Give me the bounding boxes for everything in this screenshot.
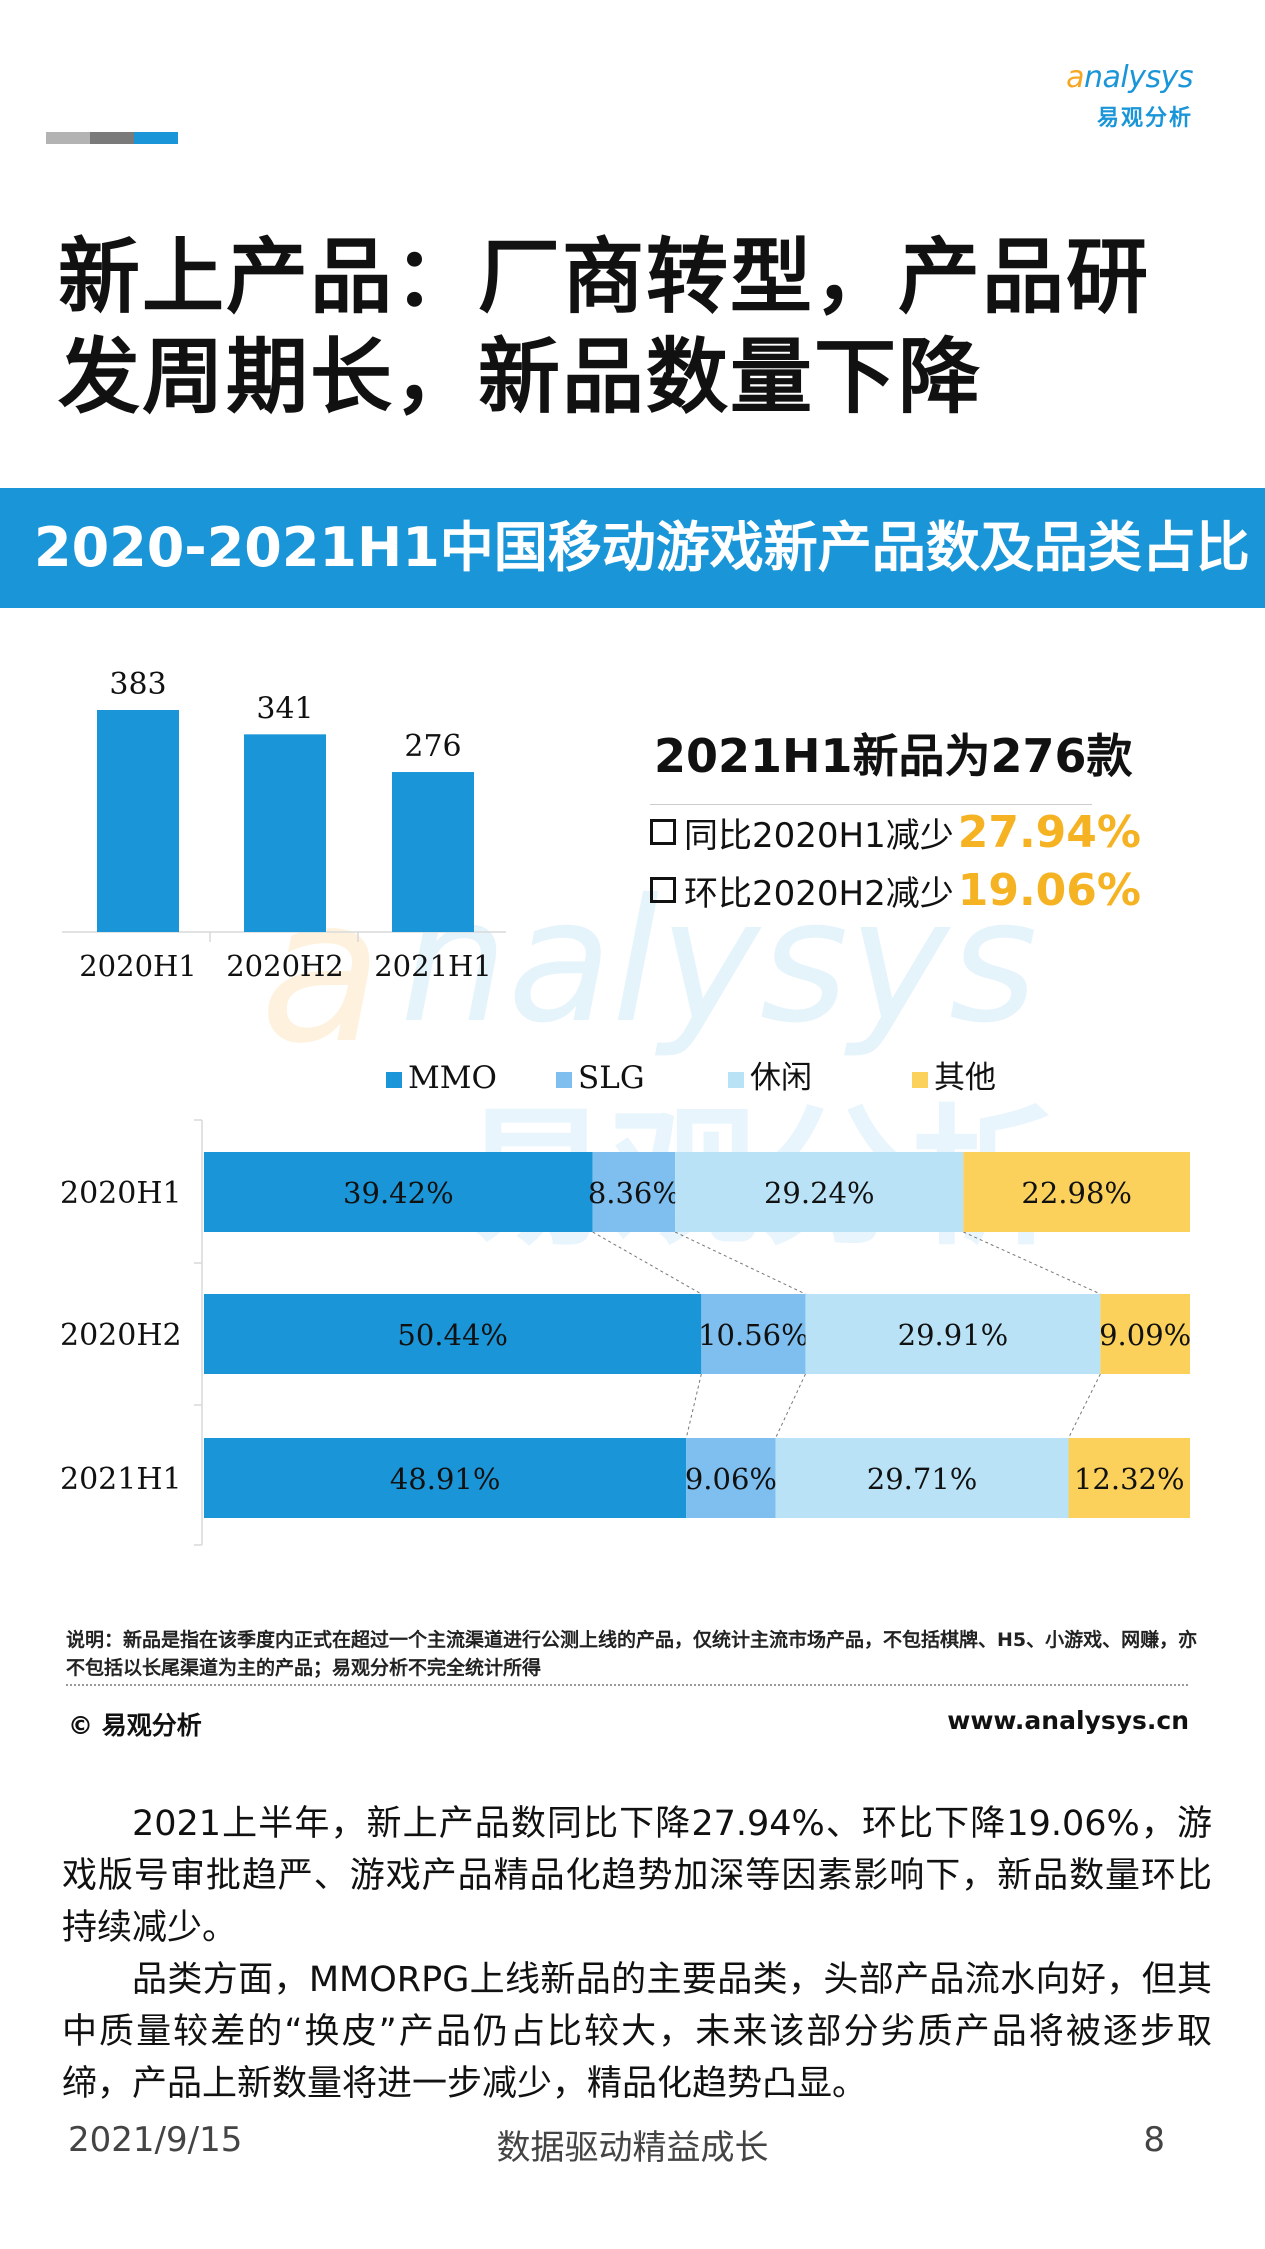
segment-休闲 — [775, 1438, 1069, 1518]
yoy-label: 同比2020H1减少 — [684, 815, 954, 856]
analysys-logo: analysys 易观分析 — [1043, 60, 1193, 132]
yoy-value: 27.94% — [957, 806, 1141, 858]
segment-MMO — [204, 1438, 687, 1518]
qoq-line: 环比2020H2减少 19.06% — [650, 864, 1210, 916]
legend-swatch-SLG — [556, 1072, 572, 1088]
data-label: 383 — [109, 667, 166, 702]
qoq-value: 19.06% — [957, 864, 1141, 916]
connector-line — [963, 1231, 1101, 1295]
x-tick-label: 2021H1 — [374, 949, 492, 983]
note-divider — [66, 1684, 1188, 1686]
legend-label: 其他 — [934, 1060, 996, 1096]
legend-swatch-MMO — [386, 1072, 402, 1088]
segment-label: 10.56% — [698, 1318, 809, 1352]
segment-label: 29.24% — [764, 1176, 875, 1210]
segment-MMO — [204, 1294, 702, 1374]
bar-2020H2 — [244, 734, 326, 932]
qoq-label: 环比2020H2减少 — [684, 873, 954, 914]
segment-休闲 — [675, 1152, 964, 1232]
connector-line — [685, 1373, 702, 1439]
legend-label: MMO — [408, 1060, 497, 1096]
body-text: 2021上半年，新上产品数同比下降27.94%、环比下降19.06%，游戏版号审… — [62, 1798, 1212, 2110]
segment-label: 50.44% — [397, 1318, 508, 1352]
y-tick-label: 2021H1 — [60, 1462, 182, 1497]
segment-label: 9.09% — [1099, 1318, 1191, 1352]
summary-divider — [650, 804, 1092, 805]
x-tick-label: 2020H2 — [226, 949, 344, 983]
footer-slogan: 数据驱动精益成长 — [496, 2128, 769, 2168]
segment-label: 9.06% — [685, 1462, 777, 1496]
product-count-bar-chart: 383 2020H1 341 2020H2 276 2021H1 — [62, 667, 506, 983]
segment-其他 — [1100, 1294, 1190, 1374]
segment-其他 — [1068, 1438, 1190, 1518]
chart-area: 383 2020H1 341 2020H2 276 2021H1 MMO SLG 休闲 其他 20… — [60, 667, 1191, 1546]
checkbox-square-icon — [650, 877, 676, 903]
copyright: © 易观分析 — [68, 1711, 202, 1740]
bar-2020H1 — [97, 710, 179, 932]
segment-label: 22.98% — [1021, 1176, 1132, 1210]
data-label: 341 — [256, 691, 313, 726]
logo-wordmark: analysys — [1066, 60, 1193, 95]
body-paragraph: 品类方面，MMORPG上线新品的主要品类，头部产品流水向好，但其中质量较差的“换… — [62, 1960, 1212, 2104]
header-decoration-bar — [46, 132, 178, 144]
segment-SLG — [701, 1294, 806, 1374]
x-tick-label: 2020H1 — [79, 949, 197, 983]
connector-line — [1068, 1373, 1101, 1439]
page-number: 8 — [1143, 2120, 1165, 2160]
segment-MMO — [204, 1152, 593, 1232]
segment-休闲 — [805, 1294, 1101, 1374]
body-paragraph: 2021上半年，新上产品数同比下降27.94%、环比下降19.06%，游戏版号审… — [62, 1804, 1212, 1948]
segment-label: 48.91% — [390, 1462, 501, 1496]
summary-title: 2021H1新品为276款 — [654, 729, 1133, 783]
connector-line — [674, 1231, 806, 1295]
summary-panel: 2021H1新品为276款 同比2020H1减少 27.94% 环比2020H2… — [650, 720, 1210, 916]
segment-label: 12.32% — [1074, 1462, 1185, 1496]
segment-label: 39.42% — [343, 1176, 454, 1210]
data-label: 276 — [404, 729, 461, 764]
legend-swatch-休闲 — [728, 1072, 744, 1088]
connector-line — [775, 1373, 806, 1439]
logo-cn-text: 易观分析 — [1096, 106, 1193, 131]
segment-label: 8.36% — [588, 1176, 680, 1210]
y-tick-label: 2020H1 — [60, 1176, 182, 1211]
legend-label: 休闲 — [750, 1060, 812, 1096]
segment-其他 — [963, 1152, 1190, 1232]
footer-date: 2021/9/15 — [68, 2120, 243, 2160]
legend-swatch-其他 — [912, 1072, 928, 1088]
website: www.analysys.cn — [947, 1706, 1189, 1735]
chart-note: 说明：新品是指在该季度内正式在超过一个主流渠道进行公测上线的产品，仅统计主流市场… — [66, 1629, 1198, 1679]
segment-SLG — [592, 1152, 676, 1232]
connector-line — [592, 1231, 702, 1295]
category-share-stacked-chart: MMO SLG 休闲 其他 2020H1 39.42% 8.36% 29.24% 22.98% 2… — [60, 1060, 1191, 1546]
legend-label: SLG — [578, 1060, 645, 1096]
checkbox-square-icon — [650, 819, 676, 845]
page-title: 新上产品：厂商转型，产品研发周期长，新品数量下降 — [58, 230, 1151, 425]
y-tick-label: 2020H2 — [60, 1318, 182, 1353]
segment-SLG — [686, 1438, 776, 1518]
chart-title-banner: 2020-2021H1中国移动游戏新产品数及品类占比 — [0, 488, 1265, 608]
yoy-line: 同比2020H1减少 27.94% — [650, 806, 1210, 858]
bar-2021H1 — [392, 772, 474, 932]
segment-label: 29.71% — [867, 1462, 978, 1496]
segment-label: 29.91% — [898, 1318, 1009, 1352]
